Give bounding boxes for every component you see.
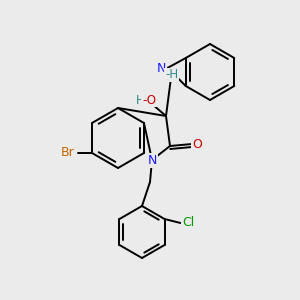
Text: O: O bbox=[192, 137, 202, 151]
Text: Br: Br bbox=[61, 146, 75, 160]
Text: N: N bbox=[147, 154, 157, 166]
Text: N: N bbox=[157, 61, 167, 74]
Text: H: H bbox=[136, 94, 144, 106]
Text: -H: -H bbox=[165, 68, 178, 82]
Text: Cl: Cl bbox=[182, 217, 195, 230]
Text: -O: -O bbox=[142, 94, 156, 106]
